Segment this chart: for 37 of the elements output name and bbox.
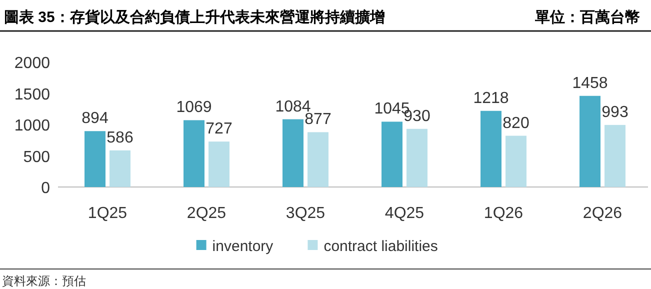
legend-label: contract liabilities bbox=[324, 238, 438, 255]
x-tick-label: 1Q26 bbox=[484, 205, 524, 222]
x-tick-label: 2Q26 bbox=[582, 205, 622, 222]
bar bbox=[506, 136, 526, 187]
data-label: 586 bbox=[106, 129, 134, 146]
source-note: 資料來源：預估 bbox=[2, 274, 86, 288]
bar bbox=[406, 128, 428, 187]
bar bbox=[580, 96, 600, 187]
y-tick-label: 500 bbox=[23, 148, 50, 166]
bar bbox=[110, 150, 130, 187]
legend-label: inventory bbox=[212, 238, 274, 255]
data-label: 820 bbox=[502, 114, 530, 132]
title: 圖表 35：存貨以及合約負債上升代表未來營運將持續擴增 bbox=[4, 9, 385, 26]
bar bbox=[308, 132, 328, 187]
data-label: 894 bbox=[82, 110, 108, 128]
y-tick-label: 0 bbox=[41, 180, 50, 197]
y-tick-label: 1500 bbox=[14, 86, 50, 104]
bar bbox=[282, 119, 304, 187]
bar bbox=[84, 131, 106, 187]
bar bbox=[184, 120, 204, 187]
subtitle: 單位：百萬台幣 bbox=[535, 9, 640, 26]
data-label: 1218 bbox=[473, 90, 509, 107]
data-label: 993 bbox=[602, 104, 628, 121]
bar bbox=[480, 110, 502, 187]
data-label: 877 bbox=[304, 111, 332, 128]
data-label: 1069 bbox=[176, 99, 212, 116]
x-tick-label: 4Q25 bbox=[384, 205, 424, 222]
bar bbox=[208, 142, 230, 187]
y-tick-label: 2000 bbox=[14, 55, 50, 72]
x-tick-label: 2Q25 bbox=[186, 205, 226, 222]
x-tick-label: 3Q25 bbox=[286, 205, 326, 222]
bar bbox=[604, 124, 626, 187]
data-label: 727 bbox=[206, 120, 232, 138]
data-label: 1458 bbox=[572, 74, 608, 92]
x-tick-label: 1Q25 bbox=[88, 205, 128, 222]
y-tick-label: 1000 bbox=[14, 118, 50, 134]
bar bbox=[382, 122, 402, 187]
